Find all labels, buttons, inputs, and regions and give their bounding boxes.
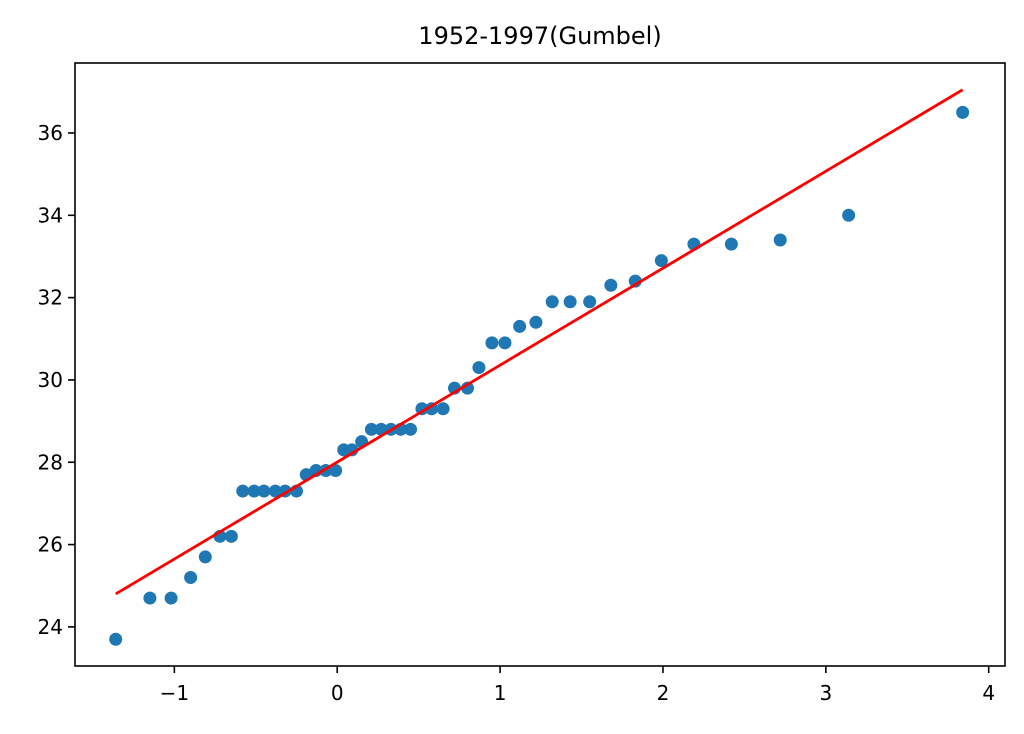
data-point [364,422,378,436]
y-tick-label: 32 [38,286,63,310]
y-tick-label: 34 [38,203,63,227]
data-point [247,484,261,498]
axes-frame [74,62,1006,667]
data-point [485,336,499,350]
x-tick-label: 0 [331,681,344,705]
data-point [472,361,486,375]
data-point [513,319,527,333]
data-point [842,208,856,222]
data-point [143,591,157,605]
y-tick-label: 24 [38,615,63,639]
data-point [345,443,359,457]
y-tick-label: 36 [38,121,63,145]
chart-title: 1952-1997(Gumbel) [418,22,661,50]
y-tick-label: 28 [38,450,63,474]
data-point [198,550,212,564]
y-tick-label: 30 [38,368,63,392]
data-point [724,237,738,251]
data-point [773,233,787,247]
data-point [498,336,512,350]
data-point [529,315,543,329]
y-axis: 24 26 28 30 32 34 36 [38,121,75,639]
data-point [583,295,597,309]
data-point [329,463,343,477]
data-point [268,484,282,498]
data-point [654,254,668,268]
y-tick-label: 26 [38,533,63,557]
x-tick-label: 2 [657,681,670,705]
data-point [109,632,123,646]
data-point [236,484,250,498]
x-tick-label: 3 [819,681,832,705]
x-tick-label: −1 [160,681,189,705]
data-point [404,422,418,436]
x-axis: −1 0 1 2 3 4 [160,666,995,705]
plot-area [109,88,970,646]
data-point [956,105,970,119]
data-point [224,529,238,543]
x-tick-label: 4 [982,681,995,705]
data-point [184,571,198,585]
data-point [164,591,178,605]
data-point [545,295,559,309]
x-tick-label: 1 [494,681,507,705]
data-point [257,484,271,498]
data-point [604,278,618,292]
data-point [436,402,450,416]
data-point [628,274,642,288]
fit-line [115,88,964,596]
data-point [563,295,577,309]
